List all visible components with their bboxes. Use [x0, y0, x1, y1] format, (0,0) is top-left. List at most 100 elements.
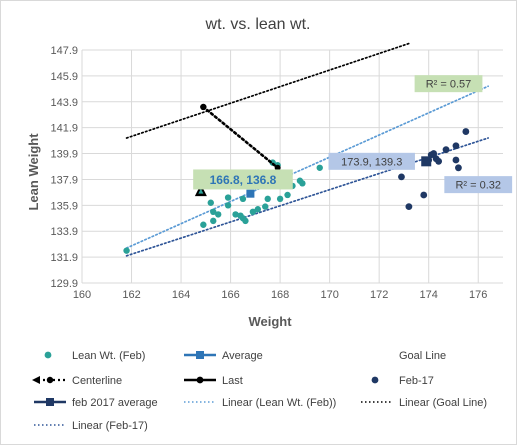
x-tick-labels: 160 162 164 166 168 170 172 174 176 — [73, 289, 488, 301]
data-point — [242, 217, 249, 225]
legend-item-centerline: Centerline — [32, 375, 122, 387]
y-tick-label: 137.9 — [50, 174, 78, 186]
annotation-background — [328, 152, 415, 170]
legend-item-linear-lean-wt-feb: Linear (Lean Wt. (Feb)) — [184, 397, 336, 409]
y-tick-label: 139.9 — [50, 149, 78, 161]
legend-marker — [196, 351, 204, 359]
annotation-text: R² = 0.32 — [455, 180, 501, 192]
legend-marker — [46, 398, 54, 406]
legend: Lean Wt. (Feb) Average Goal Line Centerline… — [32, 350, 487, 432]
legend-label: Goal Line — [399, 350, 446, 362]
series-average — [246, 189, 255, 198]
x-tick-label: 164 — [172, 289, 190, 301]
annotation-background — [414, 75, 483, 93]
y-tick-label: 141.9 — [50, 123, 78, 135]
data-point — [210, 208, 217, 216]
legend-label: Lean Wt. (Feb) — [72, 350, 145, 362]
data-point — [452, 142, 460, 150]
data-point — [316, 164, 323, 171]
data-point — [246, 189, 255, 198]
legend-marker — [196, 376, 204, 384]
legend-label: Last — [222, 375, 243, 387]
data-point — [249, 208, 257, 216]
y-tick-label: 133.9 — [50, 226, 78, 238]
legend-label: Linear (Lean Wt. (Feb)) — [222, 397, 336, 409]
legend-item-linear-feb-17: Linear (Feb-17) — [34, 420, 148, 432]
data-point — [284, 191, 291, 199]
y-tick-label: 131.9 — [50, 252, 78, 264]
data-point — [232, 211, 239, 218]
centerline-path — [202, 105, 279, 170]
legend-label: Linear (Feb-17) — [72, 420, 148, 432]
y-tick-label: 145.9 — [50, 71, 78, 83]
annotation-text: 173.9, 139.3 — [341, 156, 402, 168]
series-last — [200, 103, 207, 111]
annotation-text: 166.8, 136.8 — [210, 173, 277, 187]
data-point — [123, 247, 130, 254]
annotation-label: 166.8, 136.8 — [193, 169, 293, 190]
y-axis-label: Lean Weight — [26, 133, 41, 211]
data-point — [200, 221, 207, 228]
x-tick-label: 176 — [469, 289, 487, 301]
legend-item-linear-goal-line: Linear (Goal Line) — [361, 397, 487, 409]
legend-item-goal-line: Goal Line — [399, 350, 446, 362]
data-point — [452, 156, 460, 164]
x-tick-label: 166 — [221, 289, 239, 301]
data-point — [421, 156, 432, 167]
trendline-linear-goal-line — [125, 42, 410, 139]
data-point — [224, 194, 232, 201]
x-tick-label: 168 — [271, 289, 289, 301]
data-point — [398, 173, 405, 181]
data-point-inner — [198, 188, 204, 194]
legend-label: feb 2017 average — [72, 397, 158, 409]
x-tick-label: 162 — [122, 289, 140, 301]
annotation-label: 173.9, 139.3 — [328, 152, 415, 170]
chart-title: wt. vs. lean wt. — [205, 16, 311, 33]
annotation-background — [193, 169, 293, 190]
data-point — [262, 203, 269, 210]
y-tick-label: 143.9 — [50, 97, 78, 109]
annotations: R² = 0.57 R² = 0.32 173.9, 139.3 166.8, 136… — [193, 75, 513, 194]
data-point — [299, 180, 306, 187]
legend-arrow — [32, 376, 40, 384]
y-tick-label: 135.9 — [50, 200, 78, 212]
data-point — [239, 195, 247, 203]
legend-item-last: Last — [184, 375, 243, 387]
data-point — [210, 217, 217, 225]
annotation-label: R² = 0.57 — [414, 75, 483, 93]
legend-item-feb-2017-average: feb 2017 average — [34, 397, 158, 409]
data-point — [405, 203, 413, 211]
x-tick-label: 160 — [73, 289, 91, 301]
annotation-text: R² = 0.57 — [426, 79, 472, 91]
x-tick-label: 174 — [420, 289, 438, 301]
data-point — [435, 157, 443, 165]
legend-item-average: Average — [184, 350, 263, 362]
data-point — [462, 128, 470, 135]
legend-marker — [371, 376, 379, 384]
annotation-background — [444, 176, 513, 194]
legend-marker — [44, 351, 52, 359]
y-tick-labels: 129.9 131.9 133.9 135.9 137.9 139.9 141.9 143.9… — [50, 45, 78, 290]
data-point — [420, 191, 428, 199]
data-point — [264, 195, 271, 203]
data-point — [276, 195, 284, 203]
data-series — [123, 103, 470, 254]
annotation-label: R² = 0.32 — [444, 176, 513, 194]
series-feb-2017-average — [421, 156, 432, 167]
data-point — [215, 211, 222, 218]
legend-label: Average — [222, 350, 263, 362]
data-point — [254, 206, 262, 213]
data-point — [224, 202, 232, 209]
legend-label: Centerline — [72, 375, 122, 387]
data-point — [442, 146, 450, 154]
legend-marker — [46, 376, 54, 384]
legend-label: Feb-17 — [399, 375, 434, 387]
x-axis-label: Weight — [248, 314, 292, 329]
data-point — [455, 164, 462, 172]
legend-item-feb-17: Feb-17 — [371, 375, 434, 387]
trendline-linear-lean-wt-feb — [125, 85, 489, 249]
data-point — [200, 103, 207, 111]
x-tick-label: 170 — [320, 289, 338, 301]
